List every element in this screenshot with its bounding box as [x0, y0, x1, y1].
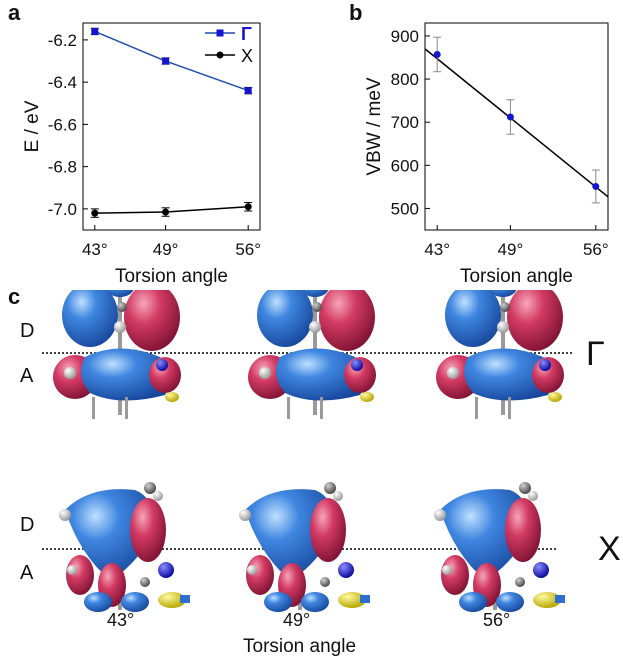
legend-label: X [241, 46, 253, 66]
gamma-symbol: Γ [586, 335, 605, 373]
series-line [94, 30, 249, 92]
y-tick-label: 600 [391, 156, 419, 175]
data-point [244, 203, 252, 211]
plot-frame [424, 22, 609, 231]
legend-marker [216, 29, 224, 37]
data-point [162, 57, 170, 65]
x-axis-label: Torsion angle [460, 266, 573, 287]
angle-label-49: 49° [283, 610, 311, 630]
fit-line [424, 48, 609, 198]
acceptor-label-gamma: A [20, 365, 34, 387]
y-tick-label: 800 [391, 70, 419, 89]
angle-label-56: 56° [483, 610, 511, 630]
x-orbital-56 [434, 482, 565, 612]
series-line [94, 206, 249, 214]
data-point [162, 208, 170, 216]
x-tick-label: 56° [583, 240, 609, 259]
chart-b-vbw: 500 600 700 800 900 43° 49° 56° Torsion angle VBW… [364, 22, 609, 287]
y-tick-label: -6.4 [48, 73, 77, 92]
panel-label-a: a [8, 0, 21, 25]
y-tick-label: -7.0 [48, 200, 77, 219]
data-point [433, 50, 441, 58]
x-axis-label: Torsion angle [115, 266, 228, 287]
y-tick-label: 700 [391, 113, 419, 132]
data-point [91, 27, 99, 35]
data-point [244, 87, 252, 95]
x-tick-label: 49° [153, 240, 179, 259]
x-tick-label: 43° [424, 240, 450, 259]
donor-label-x: D [20, 514, 35, 536]
orbital-figure [42, 290, 572, 612]
data-point [592, 182, 600, 190]
y-tick-label: 900 [391, 27, 419, 46]
y-axis-label: VBW / meV [364, 77, 385, 176]
x-orbital-43 [59, 482, 190, 612]
y-tick-label: -6.8 [48, 158, 77, 177]
x-orbital-49 [239, 482, 370, 612]
y-tick-label: -6.6 [48, 115, 77, 134]
y-tick-label: -6.2 [48, 31, 77, 50]
legend-label: Γ [241, 24, 252, 44]
angle-label-43: 43° [107, 610, 135, 630]
data-point [506, 113, 514, 121]
panel-label-c: c [8, 284, 21, 309]
x-tick-label: 49° [498, 240, 524, 259]
gamma-orbital-43 [53, 290, 181, 419]
chart-a-energy: -6.2 -6.4 -6.6 -6.8 -7.0 43° 49° 56° Torsion ang… [22, 22, 261, 287]
x-tick-label: 43° [82, 240, 108, 259]
x-symbol: X [598, 530, 621, 568]
donor-label-gamma: D [20, 320, 35, 342]
acceptor-label-x: A [20, 562, 34, 584]
data-point [91, 209, 99, 217]
gamma-orbital-56 [436, 290, 564, 419]
panel-label-b: b [349, 0, 363, 25]
y-axis-label: E / eV [22, 100, 43, 152]
legend-marker [216, 51, 224, 59]
plot-frame [82, 22, 261, 231]
gamma-orbital-49 [248, 290, 376, 419]
y-tick-label: 500 [391, 199, 419, 218]
x-tick-label: 56° [235, 240, 261, 259]
orbital-xlabel: Torsion angle [243, 636, 357, 657]
